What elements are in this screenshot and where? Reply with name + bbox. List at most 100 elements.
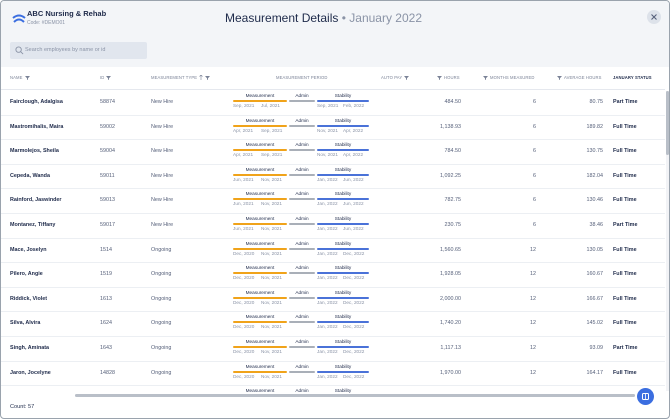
table-row[interactable]: Riddick, Violet 1613 Ongoing Measurement Adm… [1,287,665,313]
col-autopay-header[interactable]: Auto Pay [381,75,410,80]
stability-label: Stability [334,93,352,98]
stability-end: Dec, 2022 [343,250,365,256]
filter-icon[interactable] [24,75,30,80]
close-button[interactable] [647,10,661,24]
horizontal-scroll-thumb[interactable] [75,394,635,397]
stability-start: Nov, 2021 [317,127,339,133]
search-box[interactable] [10,42,147,59]
stability-end: Feb, 2022 [343,103,365,108]
stability-end: Dec, 2022 [343,299,365,305]
table-row[interactable]: Mastromihalis, Maira 59002 New Hire Measure… [1,115,665,141]
help-button[interactable] [637,388,654,405]
employee-name[interactable]: Fairclough, Adalgisa [10,99,63,105]
measurement-type: Ongoing [151,320,172,327]
admin-label: Admin [295,363,309,369]
vertical-scroll-thumb[interactable] [666,91,669,155]
months-measured-value: 12 [530,345,536,351]
average-hours-value: 166.67 [586,295,604,302]
table-row[interactable]: Measurement Admin Stability [1,385,665,393]
table-row[interactable]: Mace, Joselyn 1514 Ongoing Measurement Admin… [1,238,665,264]
filter-icon[interactable] [437,75,442,80]
average-hours-value: 130.75 [586,148,604,155]
col-type-header[interactable]: Measurement Type [151,75,211,81]
employee-name[interactable]: Mastromihalis, Maira [10,123,64,130]
measurement-period: Measurement Admin Stability [233,388,369,393]
measurement-bar [233,346,287,348]
table-row[interactable]: Rainford, Jaswinder 59013 New Hire Measurem… [1,188,665,214]
hours-value: 784.50 [444,148,462,155]
measurement-type: Ongoing [151,369,172,376]
measurement-period: Measurement Admin Stability Sep, 2021 Jul, 2… [233,93,369,113]
filter-icon[interactable] [404,75,410,80]
employee-name[interactable]: Cepeda, Wanda [10,172,50,179]
measurement-start: Dec, 2020 [233,275,255,281]
col-months-header[interactable]: Months Measured [483,75,535,80]
measurement-type: New Hire [151,123,174,130]
table-row[interactable]: Fairclough, Adalgisa 58874 New Hire Measure… [1,90,665,116]
col-hours-header[interactable]: Hours [437,75,460,80]
filter-icon[interactable] [557,75,562,80]
title-period: January 2022 [349,11,423,25]
measurement-bar [233,124,287,127]
filter-icon[interactable] [106,75,112,80]
stability-label: Stability [334,240,352,246]
stability-end: Dec, 2022 [343,275,365,281]
measurement-start: Dec, 2020 [233,250,255,256]
status-value: Full Time [613,271,637,278]
col-id-header[interactable]: ID [100,75,112,80]
stability-end: Dec, 2022 [343,349,365,354]
stability-end: Dec, 2022 [343,373,365,379]
employee-name[interactable]: Jaron, Jocelyne [10,369,51,376]
months-measured-value: 6 [533,197,536,204]
filter-icon[interactable] [483,75,488,80]
admin-bar [289,370,315,373]
table-row[interactable]: Jaron, Jocelyne 14828 Ongoing Measurement Ad… [1,361,665,387]
employee-id: 59002 [100,123,115,130]
measurement-bar [233,149,287,152]
sort-icon[interactable] [199,75,203,81]
table-row[interactable]: Marmolejos, Sheila 59004 New Hire Measureme… [1,139,665,165]
admin-label: Admin [295,240,309,246]
employee-name[interactable]: Singh, Aminata [10,345,50,351]
table-row[interactable]: Cepeda, Wanda 59011 New Hire Measurement Adm… [1,164,665,190]
stability-label: Stability [334,314,352,320]
close-icon [651,14,657,20]
vertical-scrollbar[interactable] [666,91,669,391]
measurement-end: Nov, 2021 [261,349,283,354]
table-row[interactable]: Singh, Aminata 1643 Ongoing Measurement Admi… [1,336,665,362]
stability-end: Dec, 2022 [343,324,365,330]
months-measured-value: 12 [530,246,536,253]
table-row[interactable]: Silva, Alvira 1624 Ongoing Measurement Admin… [1,311,665,337]
stability-start: Jan, 2022 [317,201,338,207]
col-status-header[interactable]: January Status [613,75,652,80]
stability-start: Sep, 2021 [317,103,339,108]
admin-bar [289,223,315,225]
employee-name[interactable]: Mace, Joselyn [10,246,47,253]
measurement-label: Measurement [245,314,275,320]
employee-name[interactable]: Montanez, Tiffany [10,222,56,228]
average-hours-value: 160.67 [586,271,604,278]
employee-name[interactable]: Marmolejos, Sheila [10,148,59,155]
search-icon [15,46,24,55]
employee-name[interactable]: Riddick, Violet [10,295,48,302]
filter-icon[interactable] [205,75,211,80]
measurement-bar [233,198,287,201]
employee-name[interactable]: Silva, Alvira [10,320,41,327]
measurement-type: New Hire [151,99,174,105]
table-row[interactable]: Pilero, Angie 1519 Ongoing Measurement Admin… [1,262,665,288]
employee-id: 1613 [100,295,112,302]
admin-label: Admin [295,117,309,123]
employee-id: 59013 [100,197,115,204]
measurement-label: Measurement [245,166,275,172]
employee-name[interactable]: Rainford, Jaswinder [10,197,62,204]
search-input[interactable] [25,43,143,57]
employee-name[interactable]: Pilero, Angie [10,271,43,278]
average-hours-value: 93.09 [589,345,604,351]
col-avg-header[interactable]: Average Hours [557,75,602,80]
measurement-start: Dec, 2020 [233,349,255,354]
table-row[interactable]: Montanez, Tiffany 59017 New Hire Measuremen… [1,213,665,239]
stability-start: Jan, 2022 [317,324,338,330]
col-name-header[interactable]: Name [10,75,30,80]
horizontal-scrollbar[interactable] [75,394,635,397]
stability-label: Stability [334,216,352,221]
